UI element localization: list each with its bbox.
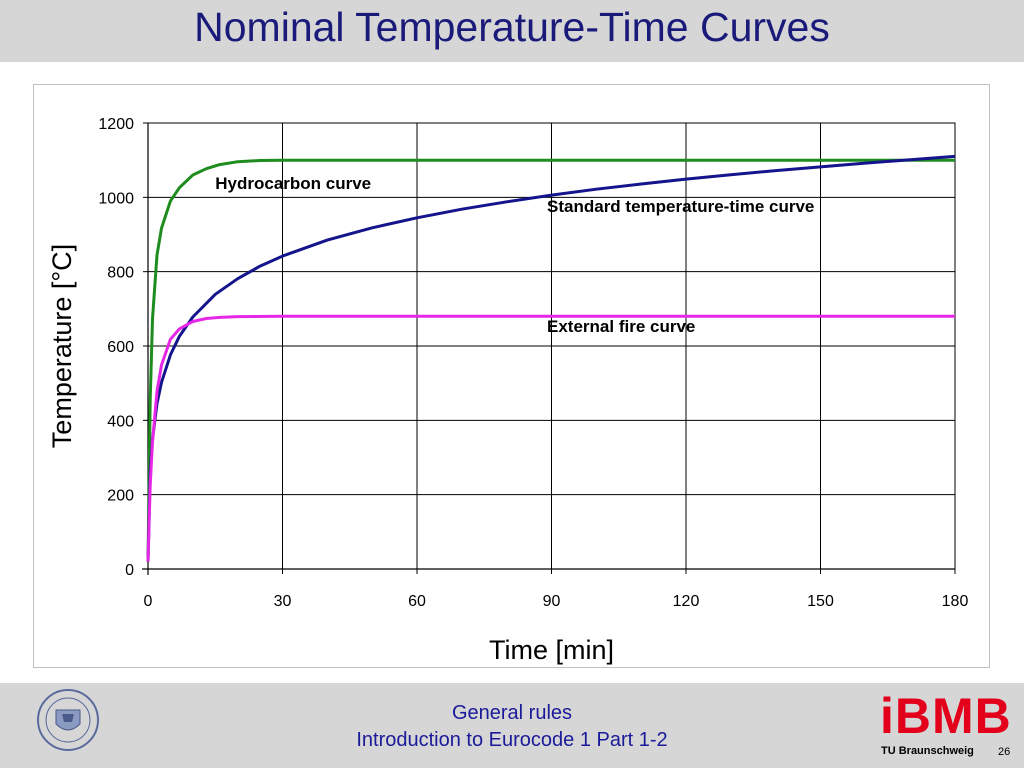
- y-tick-label: 1200: [98, 116, 134, 133]
- x-tick-label: 0: [144, 593, 153, 610]
- x-tick-label: 180: [942, 593, 969, 610]
- page-number: 26: [998, 746, 1011, 758]
- x-tick-label: 90: [543, 593, 561, 610]
- curve-annotation: Hydrocarbon curve: [215, 174, 371, 193]
- footer-line-1: General rules: [451, 702, 573, 724]
- footer-bar: [0, 683, 1024, 768]
- curve-annotation: Standard temperature-time curve: [547, 197, 814, 216]
- x-tick-label: 60: [408, 593, 426, 610]
- ibmb-logo: iBMB: [880, 688, 1012, 744]
- university-seal-icon: [37, 689, 99, 751]
- curve-annotation: External fire curve: [547, 317, 695, 336]
- chart-frame: 0 200 400 600 800 1000 1200 0 30 60 90 120 150 180 Hyd…: [33, 84, 990, 668]
- y-tick-label: 200: [107, 488, 134, 505]
- y-tick-label: 600: [107, 339, 134, 356]
- series-line-hydrocarbon-curve: [146, 158, 955, 562]
- y-tick-label: 800: [107, 265, 134, 282]
- y-tick-label: 400: [107, 413, 134, 430]
- series-line-standard-temperature-time-curve: [146, 154, 956, 562]
- y-axis-label: Temperature [°C]: [47, 244, 77, 448]
- footer-line-2: Introduction to Eurocode 1 Part 1-2: [356, 729, 668, 751]
- series-line-external-fire-curve: [146, 314, 955, 562]
- institution-label: TU Braunschweig: [881, 745, 974, 757]
- x-tick-label: 120: [673, 593, 700, 610]
- x-tick-label: 30: [274, 593, 292, 610]
- x-axis-label: Time [min]: [489, 635, 614, 665]
- slide-title: Nominal Temperature-Time Curves: [194, 4, 830, 50]
- y-tick-label: 1000: [98, 190, 134, 207]
- temperature-time-chart: 0 200 400 600 800 1000 1200 0 30 60 90 120 150 180 Hyd…: [47, 116, 969, 665]
- y-tick-label: 0: [125, 562, 134, 579]
- title-bar: Nominal Temperature-Time Curves: [0, 0, 1024, 62]
- x-tick-label: 150: [807, 593, 834, 610]
